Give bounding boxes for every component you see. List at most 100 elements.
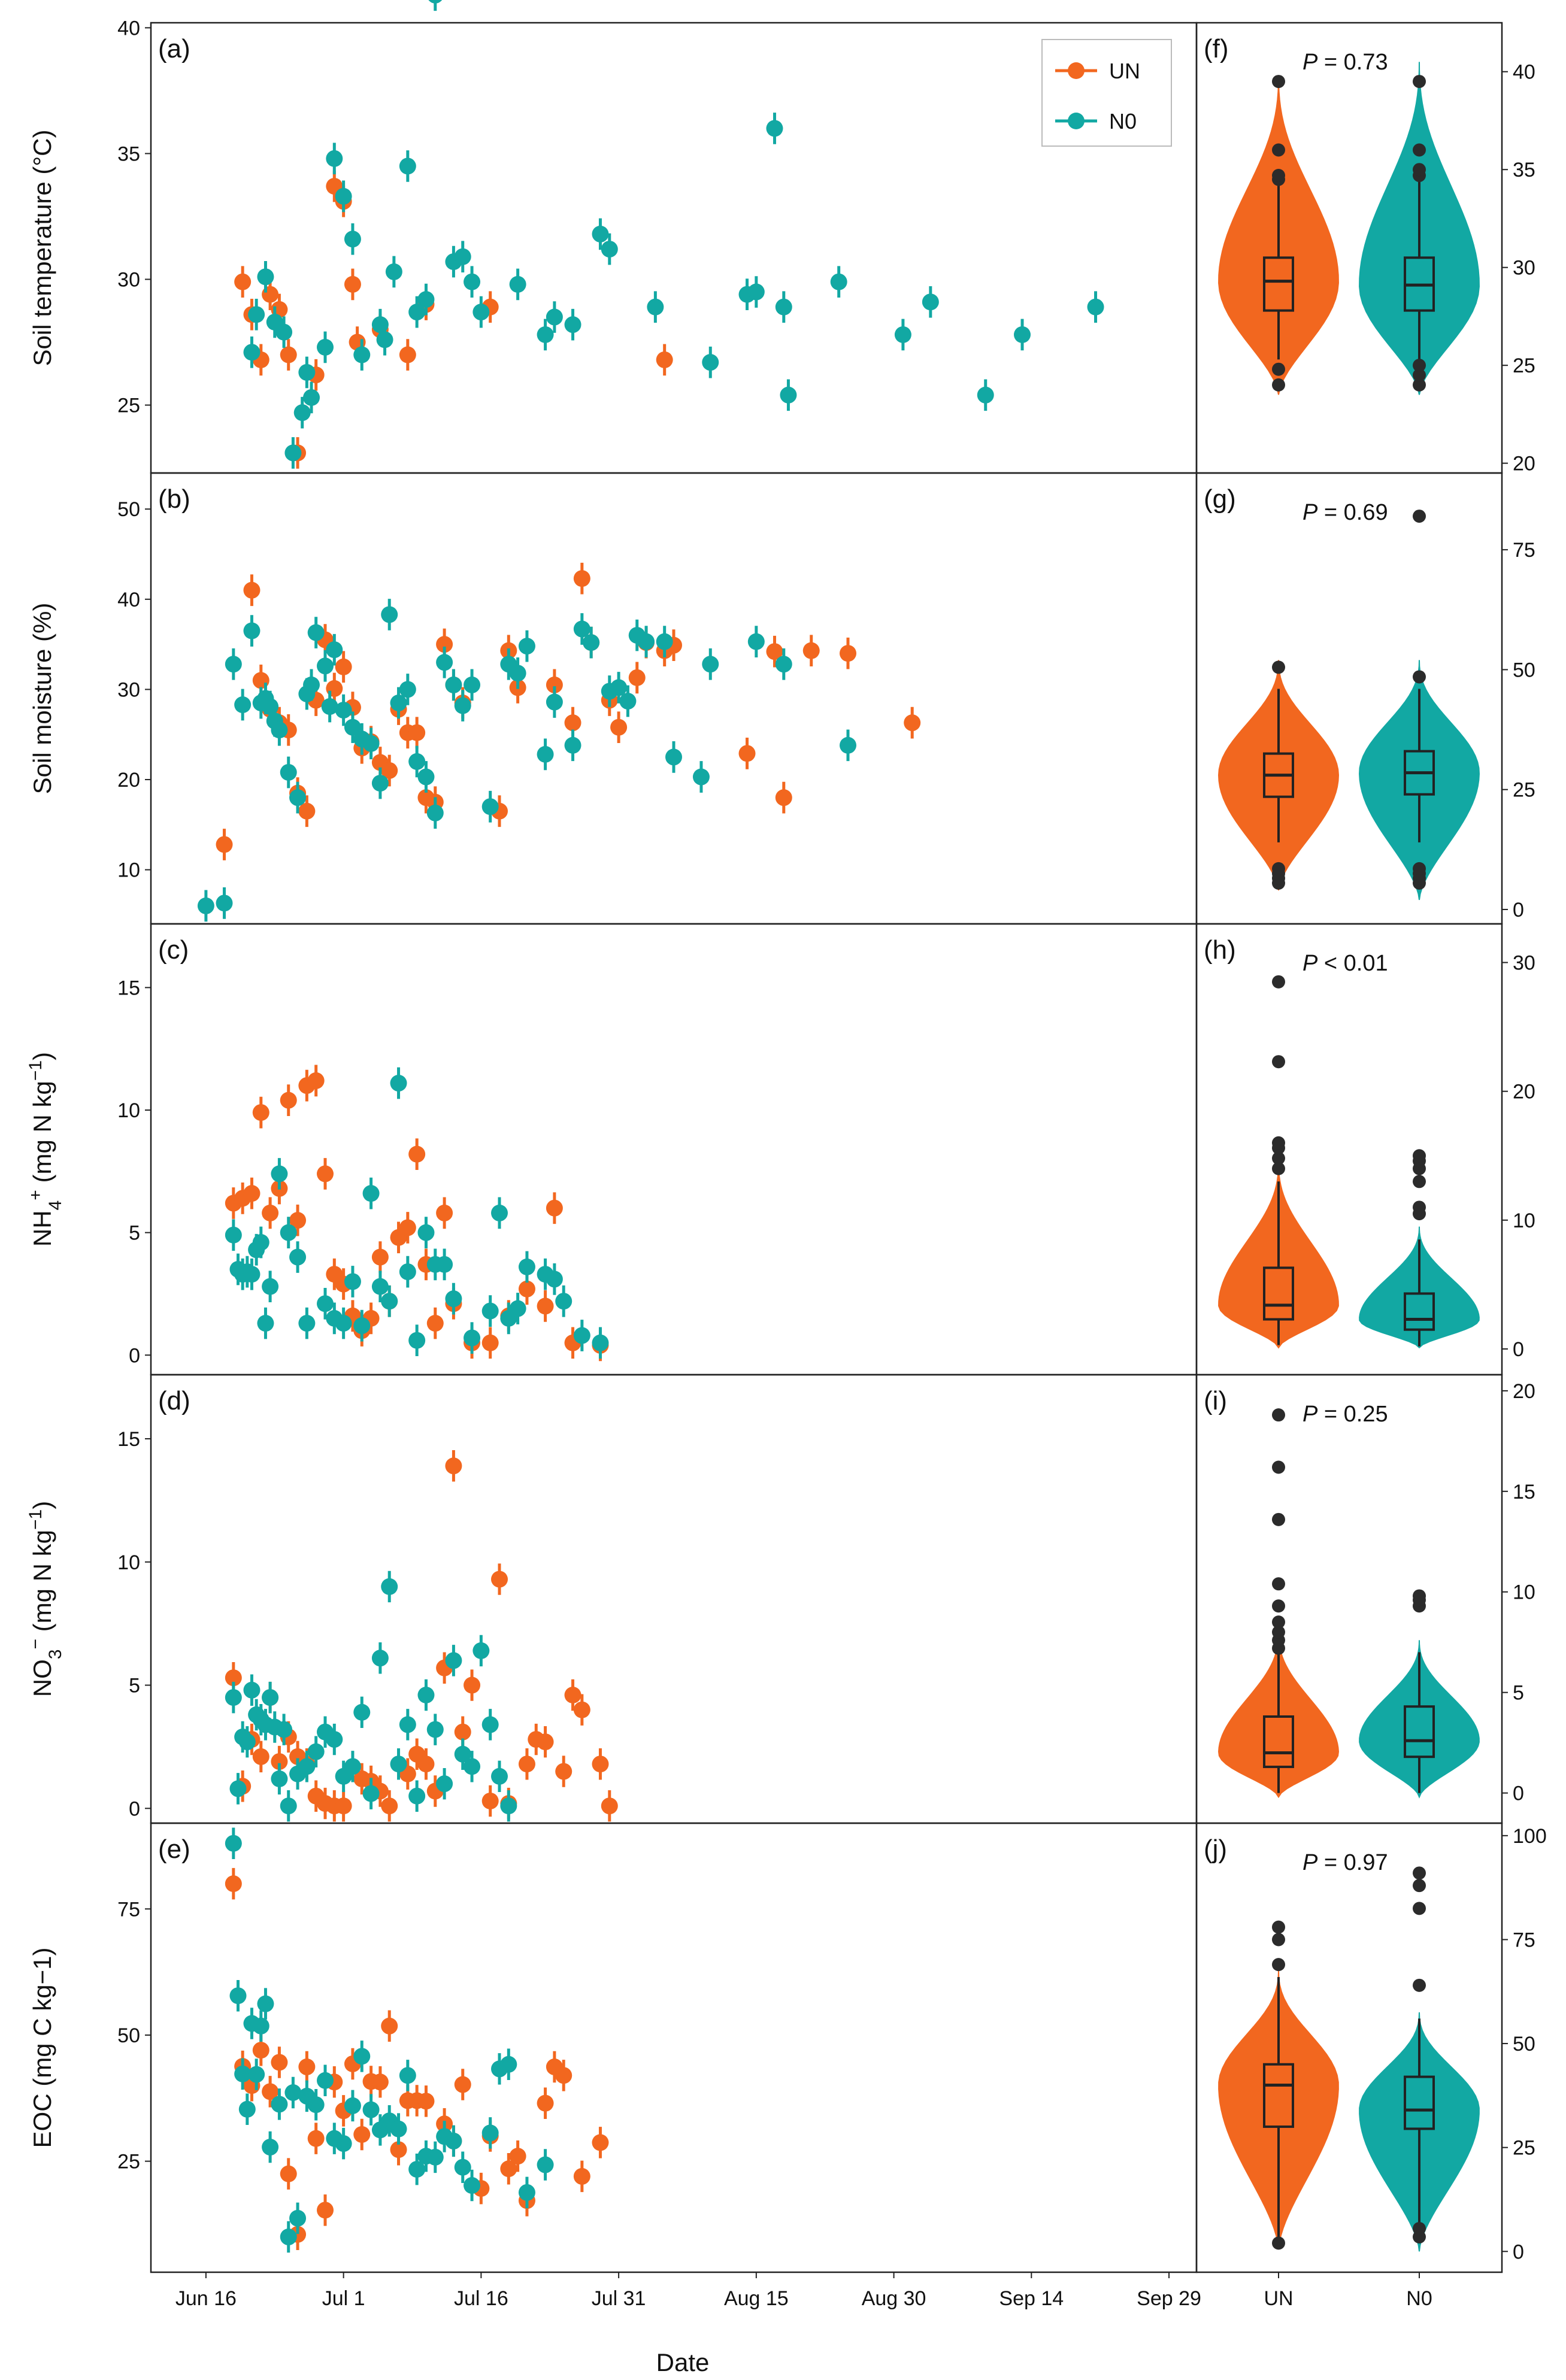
- point-un: [344, 275, 361, 293]
- point-n0: [353, 1703, 371, 1721]
- point-n0: [464, 1758, 481, 1775]
- outlier-point: [1272, 660, 1285, 674]
- point-n0: [692, 768, 710, 786]
- y-tick-label: 0: [129, 1797, 140, 1820]
- point-un: [555, 2067, 573, 2084]
- x-tick-label: Sep 14: [999, 2287, 1064, 2310]
- point-un: [766, 643, 783, 660]
- point-n0: [381, 606, 398, 623]
- point-n0: [1014, 326, 1031, 343]
- point-n0: [408, 1787, 426, 1805]
- point-un: [775, 789, 792, 807]
- point-un: [840, 645, 856, 662]
- violin-n0: [1359, 660, 1480, 901]
- point-un: [573, 1701, 590, 1718]
- point-n0: [390, 1756, 407, 1773]
- inset-y-tick-label: 0: [1513, 1782, 1524, 1805]
- point-un: [610, 718, 628, 736]
- point-n0: [326, 641, 343, 659]
- point-n0: [280, 763, 297, 781]
- point-n0: [775, 656, 792, 673]
- y-tick-label: 15: [117, 1428, 140, 1451]
- outlier-point: [1413, 510, 1426, 523]
- point-un: [381, 762, 398, 779]
- y-axis-title: Soil temperature (°C): [28, 130, 56, 366]
- outlier-point: [1272, 1136, 1285, 1150]
- point-n0: [472, 1642, 490, 1659]
- point-n0: [454, 697, 471, 714]
- point-n0: [408, 753, 426, 770]
- legend-box: [1041, 39, 1172, 147]
- point-un: [592, 1756, 609, 1773]
- point-n0: [225, 656, 242, 673]
- point-un: [564, 1687, 581, 1703]
- inset-panel-tag: (g): [1204, 484, 1236, 514]
- inset-y-tick-label: 5: [1513, 1682, 1524, 1705]
- outlier-point: [1272, 1625, 1285, 1639]
- point-n0: [243, 344, 261, 361]
- inset-y-tick-label: 35: [1513, 159, 1535, 181]
- point-un: [738, 745, 756, 762]
- point-n0: [464, 1329, 481, 1347]
- point-un: [317, 2202, 334, 2219]
- point-n0: [555, 1293, 573, 1310]
- point-n0: [371, 1650, 389, 1667]
- y-tick-label: 75: [117, 1898, 140, 1921]
- point-n0: [317, 657, 334, 675]
- point-n0: [702, 354, 719, 371]
- point-n0: [417, 1224, 435, 1241]
- outlier-point: [1413, 1593, 1426, 1607]
- point-n0: [335, 702, 352, 719]
- point-un: [417, 2093, 435, 2110]
- point-n0: [445, 1290, 462, 1308]
- point-n0: [238, 1733, 256, 1751]
- point-n0: [417, 1687, 435, 1703]
- point-n0: [371, 775, 389, 792]
- point-n0: [491, 1204, 508, 1221]
- point-un: [509, 2148, 526, 2165]
- point-un: [271, 2054, 288, 2071]
- point-n0: [464, 2177, 481, 2194]
- point-n0: [234, 696, 252, 714]
- inset-y-tick-label: 0: [1513, 899, 1524, 921]
- point-un: [537, 1297, 554, 1315]
- point-n0: [225, 1226, 242, 1244]
- legend-swatch-point: [1068, 62, 1085, 79]
- point-n0: [546, 693, 563, 711]
- inset-frame: [1195, 1822, 1503, 2273]
- point-un: [904, 714, 921, 732]
- y-tick-label: 25: [117, 2151, 140, 2173]
- point-un: [216, 836, 233, 853]
- y-axis-title: Soil moisture (%): [28, 603, 56, 795]
- outlier-point: [1413, 143, 1426, 157]
- point-n0: [573, 1327, 590, 1344]
- outlier-point: [1272, 2236, 1285, 2250]
- point-n0: [500, 1797, 517, 1815]
- outlier-point: [1413, 2222, 1426, 2236]
- point-n0: [1087, 298, 1104, 316]
- y-axis-title: NH4+ (mg N kg−1): [26, 1052, 65, 1247]
- point-n0: [317, 2072, 334, 2089]
- point-n0: [399, 1263, 416, 1281]
- point-n0: [702, 656, 719, 673]
- outlier-point: [1413, 359, 1426, 372]
- outlier-point: [1272, 1460, 1285, 1474]
- point-n0: [454, 2158, 471, 2176]
- point-n0: [376, 331, 393, 348]
- point-n0: [257, 268, 274, 286]
- p-value-text: P < 0.01: [1303, 951, 1388, 976]
- point-un: [417, 1756, 435, 1773]
- main-plot-frame: [150, 923, 1198, 1376]
- point-n0: [353, 1317, 371, 1335]
- point-un: [252, 1748, 269, 1765]
- point-un: [225, 1875, 242, 1893]
- point-n0: [417, 291, 435, 308]
- point-n0: [289, 1248, 307, 1266]
- point-n0: [344, 1273, 361, 1290]
- point-un: [573, 570, 590, 587]
- point-n0: [894, 326, 911, 343]
- point-un: [399, 1219, 416, 1236]
- box-n0: [1404, 2075, 1435, 2130]
- x-tick-label: Jul 1: [322, 2287, 365, 2310]
- box-n0: [1404, 1705, 1435, 1759]
